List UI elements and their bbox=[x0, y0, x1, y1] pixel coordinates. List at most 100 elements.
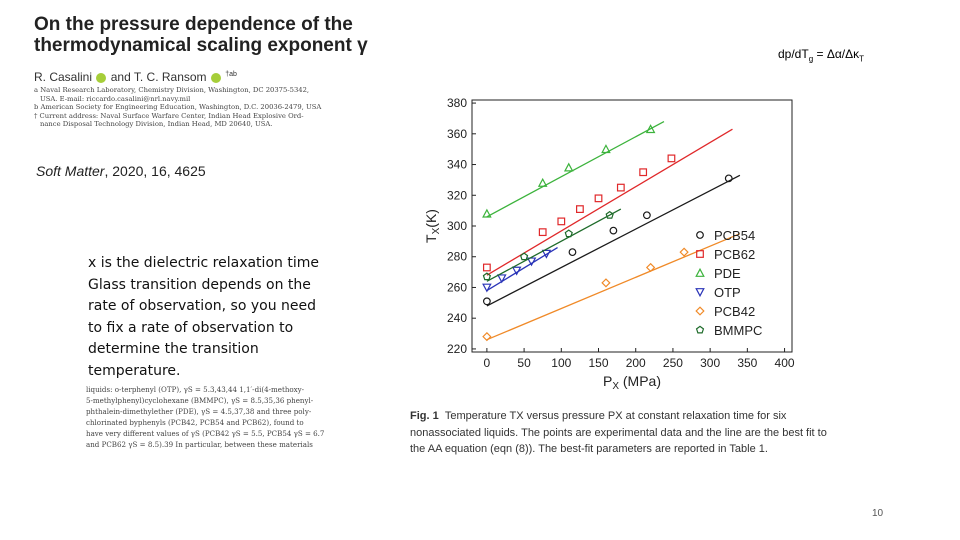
author-affiliation-marks: †ab bbox=[225, 71, 237, 78]
y-tick-label: 280 bbox=[447, 250, 467, 264]
citation-details: , 2020, 16, 4625 bbox=[104, 163, 206, 179]
legend-marker-pcb42 bbox=[695, 306, 705, 316]
note-line: temperature. bbox=[88, 362, 181, 379]
data-point-pcb62 bbox=[667, 154, 676, 163]
x-tick-label: 50 bbox=[517, 356, 531, 370]
fit-line-pcb42 bbox=[486, 233, 741, 341]
excerpt-line: liquids: o-terphenyl (OTP), γS = 5.3,43,… bbox=[86, 385, 305, 394]
x-tick-label: 300 bbox=[700, 356, 720, 370]
data-point-bmmpc bbox=[519, 252, 529, 261]
y-tick-label: 240 bbox=[447, 311, 467, 325]
data-point-pcb54 bbox=[482, 297, 491, 306]
slide-notes: x is the dielectric relaxation time Glas… bbox=[88, 253, 338, 382]
clausius-clapeyron-formula: dp/dTg = Δα/ΔκT bbox=[778, 47, 864, 63]
data-point-otp bbox=[541, 249, 552, 259]
page-number: 10 bbox=[872, 508, 884, 519]
data-point-pcb62 bbox=[639, 168, 648, 177]
citation: Soft Matter, 2020, 16, 4625 bbox=[36, 163, 206, 179]
x-tick-label: 150 bbox=[588, 356, 608, 370]
y-tick-label: 260 bbox=[447, 280, 467, 294]
y-tick-label: 300 bbox=[447, 219, 467, 233]
data-point-pcb54 bbox=[642, 211, 651, 220]
legend-label-pcb54: PCB54 bbox=[714, 228, 755, 243]
data-point-pde bbox=[563, 162, 574, 172]
note-line: Glass transition depends on the bbox=[88, 276, 311, 293]
affiliations: a Naval Research Laboratory, Chemistry D… bbox=[34, 86, 364, 129]
figure-caption: Fig. 1 Temperature TX versus pressure PX… bbox=[410, 408, 845, 458]
data-point-pcb62 bbox=[482, 263, 491, 272]
excerpt-line: phthalein-dimethylether (PDE), γS = 4.5,… bbox=[86, 407, 312, 416]
legend-marker-bmmpc bbox=[695, 325, 705, 334]
legend-label-pcb42: PCB42 bbox=[714, 304, 755, 319]
formula-lhs: dp/dT bbox=[778, 47, 809, 61]
x-tick-label: 350 bbox=[737, 356, 757, 370]
note-line: to fix a rate of observation to bbox=[88, 319, 294, 336]
excerpt-line: 5-methylphenyl)cyclohexane (BMMPC), γS =… bbox=[86, 396, 314, 405]
y-axis-label: TX(K) bbox=[423, 209, 442, 243]
y-tick-label: 340 bbox=[447, 158, 467, 172]
excerpt-line: chlorinated byphenyls (PCB42, PCB54 and … bbox=[86, 418, 304, 427]
y-tick-label: 360 bbox=[447, 127, 467, 141]
affiliation-line: † Current address: Naval Surface Warfare… bbox=[34, 111, 304, 120]
data-point-pcb54 bbox=[724, 174, 733, 183]
paper-title: On the pressure dependence of the thermo… bbox=[34, 14, 368, 56]
note-line: determine the transition bbox=[88, 341, 259, 357]
x-tick-label: 250 bbox=[663, 356, 683, 370]
data-point-pde bbox=[537, 177, 548, 187]
note-line: rate of observation, so you need bbox=[88, 298, 316, 314]
excerpt-line: have very different values of γS (PCB42 … bbox=[86, 429, 325, 438]
pressure-temperature-chart: 0 50 100 150 200 250 300 350 400 220 240 260 280 300 3… bbox=[423, 96, 795, 392]
data-point-pde bbox=[601, 144, 611, 154]
data-point-bmmpc bbox=[482, 272, 492, 281]
x-tick-label: 200 bbox=[626, 356, 646, 370]
author-line: R. Casalini and T. C. Ransom †ab bbox=[34, 70, 237, 84]
legend-marker-pcb62 bbox=[696, 250, 704, 258]
data-point-pcb62 bbox=[576, 205, 584, 213]
fit-line-pcb62 bbox=[486, 128, 733, 276]
legend-label-pde: PDE bbox=[714, 266, 741, 281]
data-point-bmmpc bbox=[605, 210, 614, 219]
x-tick-label: 0 bbox=[484, 356, 491, 370]
y-tick-label: 320 bbox=[447, 188, 467, 202]
fit-line-bmmpc bbox=[486, 208, 622, 282]
data-point-otp bbox=[482, 283, 492, 293]
figure-label: Fig. 1 bbox=[410, 410, 439, 422]
legend-label-otp: OTP bbox=[714, 285, 741, 300]
formula-rhs-subscript: T bbox=[859, 54, 865, 64]
legend-marker-pde bbox=[695, 267, 705, 277]
y-tick-label: 220 bbox=[447, 342, 467, 356]
author-ransom: and T. C. Ransom bbox=[110, 70, 207, 84]
data-point-pcb62 bbox=[616, 183, 625, 192]
data-point-otp bbox=[496, 274, 507, 284]
x-tick-label: 400 bbox=[775, 356, 795, 370]
data-point-pcb62 bbox=[594, 194, 603, 203]
fit-line-otp bbox=[486, 246, 558, 292]
data-point-pcb42 bbox=[482, 331, 492, 342]
affiliation-line: b American Society for Engineering Educa… bbox=[34, 103, 322, 112]
fit-line-pcb54 bbox=[486, 174, 741, 307]
legend-label-pcb62: PCB62 bbox=[714, 247, 755, 262]
data-point-pcb54 bbox=[568, 248, 577, 257]
affiliation-line: nance Disposal Technology Division, Indi… bbox=[40, 120, 273, 129]
author-casalini: R. Casalini bbox=[34, 70, 93, 84]
note-line: x is the dielectric relaxation time bbox=[88, 255, 319, 271]
x-tick-label: 100 bbox=[551, 356, 571, 370]
data-point-pcb42 bbox=[645, 262, 656, 273]
data-point-otp bbox=[511, 266, 522, 276]
data-point-pcb62 bbox=[538, 228, 547, 237]
legend-marker-pcb54 bbox=[696, 231, 704, 239]
affiliation-line: a Naval Research Laboratory, Chemistry D… bbox=[34, 86, 310, 94]
x-axis-label: PX (MPa) bbox=[603, 373, 661, 392]
affiliation-line: USA. E-mail: riccardo.casalini@nrl.navy.… bbox=[40, 94, 191, 103]
y-tick-label: 380 bbox=[447, 96, 467, 110]
formula-lhs-subscript: g bbox=[808, 54, 814, 64]
data-point-pcb62 bbox=[557, 217, 566, 226]
data-point-otp bbox=[526, 257, 537, 267]
formula-rhs: = Δα/Δκ bbox=[813, 47, 860, 61]
citation-journal: Soft Matter bbox=[36, 163, 105, 179]
legend-marker-otp bbox=[695, 288, 705, 298]
fit-line-pde bbox=[486, 120, 665, 218]
figure-caption-text: Temperature TX versus pressure PX at con… bbox=[410, 410, 827, 455]
legend-label-bmmpc: BMMPC bbox=[714, 323, 762, 338]
data-point-pde bbox=[482, 208, 492, 218]
